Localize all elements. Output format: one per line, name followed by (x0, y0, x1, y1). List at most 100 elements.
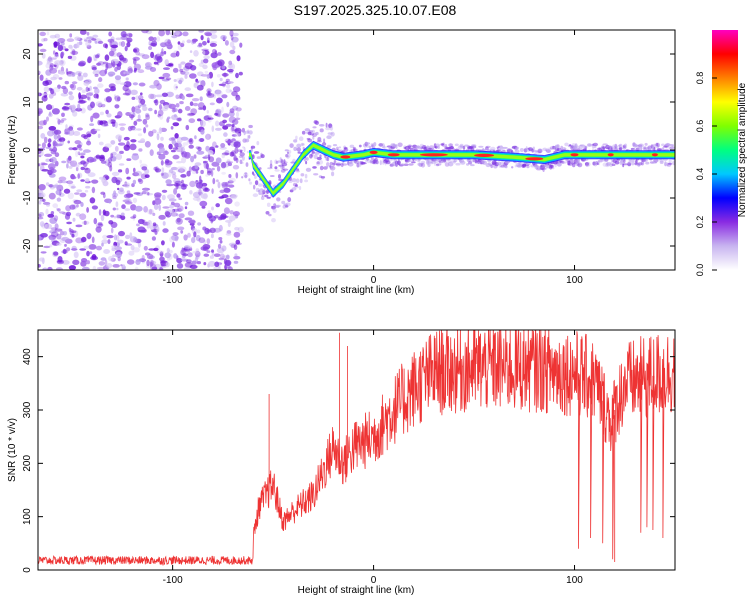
noise-blob (52, 92, 57, 96)
noise-blob (147, 220, 152, 227)
noise-blob (153, 203, 159, 210)
noise-blob (162, 221, 166, 226)
noise-blob (89, 251, 93, 255)
ridge-halo-point (287, 197, 292, 203)
noise-blob (186, 112, 195, 117)
noise-blob (227, 162, 232, 167)
noise-blob (225, 123, 232, 127)
noise-blob (40, 133, 46, 139)
noise-blob (48, 125, 57, 131)
ridge-halo-point (651, 161, 658, 164)
noise-blob (118, 169, 123, 173)
noise-blob (126, 32, 133, 37)
noise-blob (48, 111, 52, 116)
noise-blob (81, 236, 87, 243)
noise-blob (215, 120, 220, 127)
noise-blob (51, 108, 60, 115)
ridge-halo-point (283, 159, 286, 164)
noise-blob (49, 244, 53, 248)
ridge-halo-point (379, 160, 382, 166)
noise-blob (196, 189, 205, 194)
noise-blob (159, 114, 164, 120)
noise-blob (225, 88, 232, 94)
noise-blob (155, 168, 162, 173)
noise-blob (130, 89, 138, 96)
ridge-halo-point (552, 166, 555, 170)
noise-blob (49, 34, 57, 39)
noise-blob (167, 194, 175, 200)
noise-blob (67, 55, 73, 60)
noise-blob (165, 262, 170, 268)
noise-blob (89, 123, 95, 126)
noise-blob (188, 118, 196, 124)
noise-blob (123, 193, 131, 199)
noise-blob (86, 207, 89, 213)
noise-blob (192, 39, 197, 44)
noise-blob (145, 30, 153, 35)
ridge-halo-point (286, 155, 290, 159)
ridge-halo-point (271, 206, 276, 210)
noise-blob (92, 34, 99, 38)
noise-blob (101, 239, 109, 244)
noise-blob (198, 42, 203, 47)
noise-blob (101, 123, 109, 127)
ridge-halo-point (613, 145, 616, 149)
colorbar-tick-label: 0.2 (695, 216, 705, 229)
ridge-halo-point (442, 142, 445, 148)
noise-blob (112, 61, 116, 68)
noise-blob (232, 86, 241, 93)
ridge-halo-point (411, 161, 416, 164)
noise-blob (216, 179, 219, 183)
ridge-halo-point (295, 178, 300, 183)
noise-blob (71, 104, 76, 111)
noise-blob (120, 41, 126, 47)
noise-blob (82, 72, 88, 78)
ridge-halo-point (618, 143, 623, 149)
noise-blob (158, 127, 163, 134)
noise-blob (147, 208, 155, 215)
ridge-halo-point (345, 149, 349, 152)
noise-blob (172, 147, 179, 150)
noise-blob (153, 61, 158, 65)
ridge-halo-point (375, 160, 379, 165)
noise-blob (150, 51, 155, 59)
noise-blob (206, 238, 211, 245)
ridge-halo-point (239, 152, 245, 157)
ridge-halo-point (433, 160, 437, 166)
ridge-halo-point (262, 189, 266, 193)
ridge-halo-point (248, 178, 251, 182)
noise-blob (89, 85, 92, 91)
noise-blob (141, 54, 150, 60)
noise-blob (51, 184, 60, 188)
noise-blob (160, 160, 164, 166)
ridge-halo-point (532, 146, 535, 151)
noise-blob (132, 218, 136, 221)
noise-blob (188, 139, 193, 143)
noise-blob (86, 260, 90, 265)
noise-blob (215, 145, 219, 148)
noise-blob (96, 266, 105, 270)
ridge-halo-point (248, 124, 253, 129)
noise-blob (200, 129, 205, 135)
noise-blob (222, 119, 228, 124)
ridge-halo-point (283, 161, 288, 164)
ridge-halo-point (307, 131, 312, 136)
ridge-halo-point (542, 167, 547, 170)
noise-blob (150, 93, 157, 100)
x-tick-label: 0 (371, 275, 377, 286)
noise-blob (111, 245, 118, 249)
noise-blob (149, 84, 157, 89)
noise-blob (126, 190, 131, 194)
noise-blob (228, 174, 232, 178)
noise-blob (229, 49, 236, 55)
noise-blob (161, 172, 169, 179)
ridge-halo-point (587, 143, 592, 147)
ridge-halo-point (542, 164, 545, 169)
noise-blob (46, 61, 51, 65)
noise-blob (65, 124, 68, 130)
noise-blob (184, 74, 188, 79)
noise-blob (144, 174, 150, 179)
noise-blob (73, 160, 77, 164)
ridge-halo-point (532, 149, 538, 153)
